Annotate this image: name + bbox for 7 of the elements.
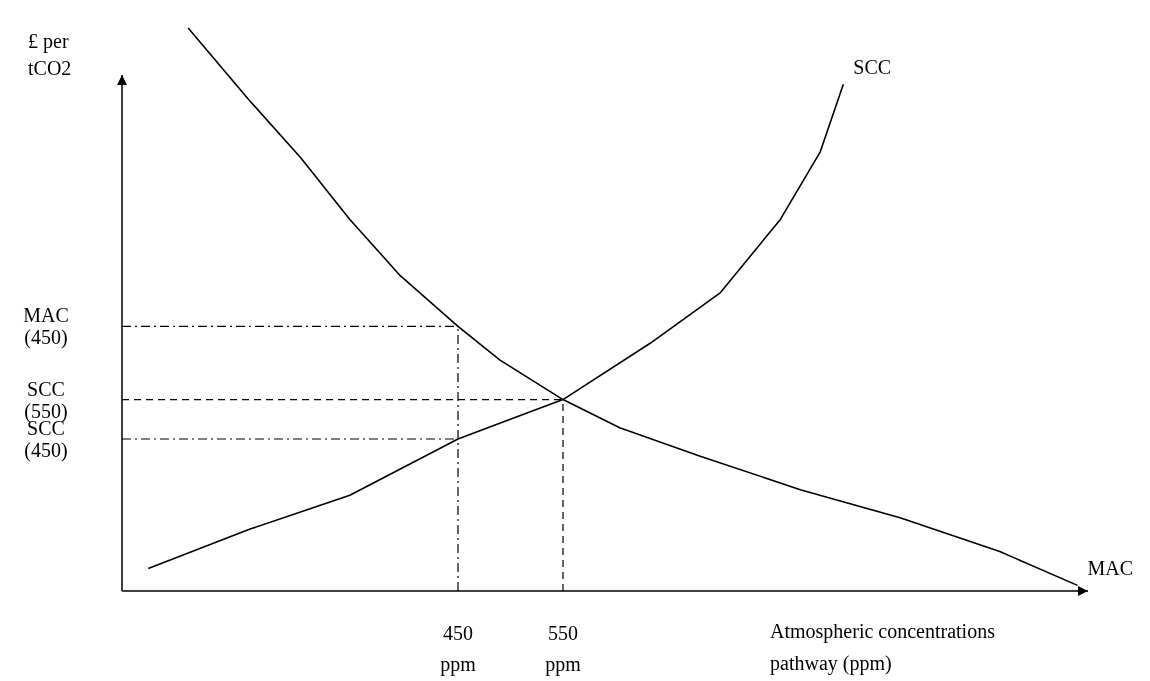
x-axis-title: Atmospheric concentrations pathway (ppm)	[770, 620, 996, 675]
series-label: SCC	[853, 56, 892, 79]
y-axis-title: £ per tCO2	[28, 30, 72, 79]
x-tick-label: 550 ppm	[545, 622, 582, 676]
ref-line-label: MAC (450)	[23, 304, 69, 350]
x-tick-label: 450 ppm	[440, 622, 477, 676]
series-label: MAC	[1087, 557, 1134, 580]
